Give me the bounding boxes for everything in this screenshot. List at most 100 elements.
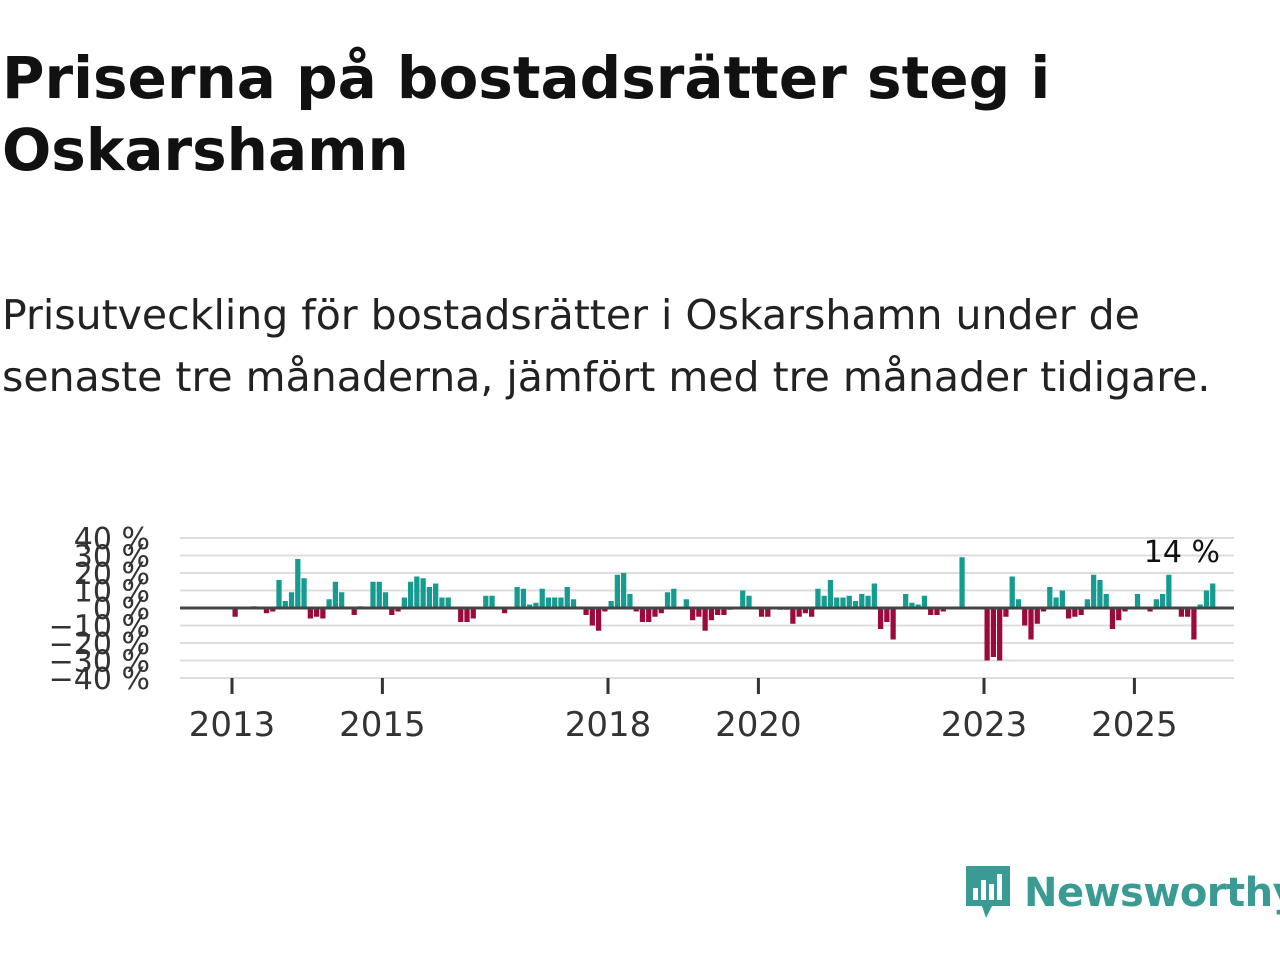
bar <box>501 608 508 614</box>
bar <box>671 588 677 608</box>
bar <box>740 590 746 608</box>
bar <box>570 599 577 608</box>
bar <box>627 594 633 608</box>
y-tick-label: −20 % <box>49 627 150 662</box>
bar <box>401 597 407 608</box>
bar <box>583 608 589 615</box>
bar <box>846 595 852 608</box>
bar <box>489 595 495 608</box>
bar <box>1015 599 1022 608</box>
bar <box>533 602 539 608</box>
bar <box>1059 590 1065 608</box>
bar <box>871 583 877 608</box>
bar <box>921 595 928 608</box>
bar <box>370 581 376 608</box>
bar <box>395 608 401 612</box>
page-subtitle: Prisutveckling för bostadsrätter i Oskar… <box>2 291 1211 401</box>
bar <box>1166 574 1172 608</box>
bar <box>232 608 238 617</box>
bar <box>915 604 921 608</box>
bar <box>1091 574 1097 608</box>
bar <box>708 608 715 621</box>
bar <box>433 583 439 608</box>
x-tick-label: 2018 <box>565 705 652 745</box>
bar <box>664 592 671 608</box>
bar <box>1203 590 1210 608</box>
x-tick-label: 2020 <box>715 705 802 745</box>
bar <box>564 587 570 608</box>
brand-name: Newsworthy <box>1024 870 1280 916</box>
bar <box>389 608 395 615</box>
last-value-label: 14 % <box>1144 535 1220 570</box>
bar <box>520 588 527 608</box>
bar <box>589 608 595 626</box>
bar <box>339 592 345 608</box>
bar <box>1153 599 1159 608</box>
bar <box>1159 594 1166 608</box>
bar <box>1178 608 1185 617</box>
bar <box>1003 608 1009 617</box>
bar <box>877 608 884 629</box>
bar <box>1034 608 1040 624</box>
bar <box>1022 608 1028 626</box>
bar <box>608 601 614 608</box>
bar <box>997 608 1003 661</box>
bar <box>470 608 476 619</box>
bar <box>621 573 627 608</box>
bar <box>1185 608 1191 617</box>
bar <box>827 580 834 608</box>
y-tick-label: 40 % <box>74 522 150 557</box>
bar <box>376 581 382 608</box>
bar <box>1197 604 1203 608</box>
bar <box>840 597 846 608</box>
x-tick-label: 2015 <box>339 705 426 745</box>
bar <box>483 595 489 608</box>
bars <box>232 557 1216 661</box>
bar <box>1053 597 1059 608</box>
bar <box>865 595 871 608</box>
bar <box>928 608 934 615</box>
bar <box>652 608 658 617</box>
y-tick-label: 0 % <box>93 592 150 627</box>
bar <box>903 594 909 608</box>
y-tick-label: 30 % <box>74 540 150 575</box>
bar <box>884 608 890 622</box>
bar <box>595 608 602 631</box>
bar <box>890 608 896 640</box>
bar <box>1078 608 1084 615</box>
bar <box>1191 608 1197 640</box>
bar <box>514 587 520 608</box>
bar <box>909 602 915 608</box>
bar <box>313 608 320 617</box>
newsworthy-logo: Newsworthy <box>962 862 1280 924</box>
bar <box>1084 599 1091 608</box>
bar <box>821 595 827 608</box>
bar <box>420 578 426 608</box>
bar <box>326 599 332 608</box>
bar <box>715 608 721 615</box>
x-tick-label: 2013 <box>189 705 276 745</box>
newsworthy-logo-icon <box>966 866 1010 918</box>
y-axis-ticks: −40 %−30 %−20 %−10 %0 %10 %20 %30 %40 % <box>49 522 150 697</box>
y-tick-label: 10 % <box>74 575 150 610</box>
bar <box>426 587 433 608</box>
bar-chart: −40 %−30 %−20 %−10 %0 %10 %20 %30 %40 % … <box>49 522 1234 745</box>
bar <box>796 608 802 617</box>
bar <box>295 559 301 608</box>
y-tick-label: −40 % <box>49 662 150 697</box>
bar <box>552 597 558 608</box>
bar <box>527 604 533 608</box>
bar <box>765 608 771 617</box>
bar <box>545 597 552 608</box>
bar <box>1072 608 1078 617</box>
bar <box>689 608 696 621</box>
bar <box>940 608 946 612</box>
x-tick-label: 2023 <box>941 705 1028 745</box>
bar <box>1109 608 1116 629</box>
bar <box>859 594 865 608</box>
y-tick-label: −30 % <box>49 645 150 680</box>
bar <box>633 608 639 612</box>
bar <box>458 608 464 622</box>
bar <box>439 597 445 608</box>
bar <box>332 581 339 608</box>
